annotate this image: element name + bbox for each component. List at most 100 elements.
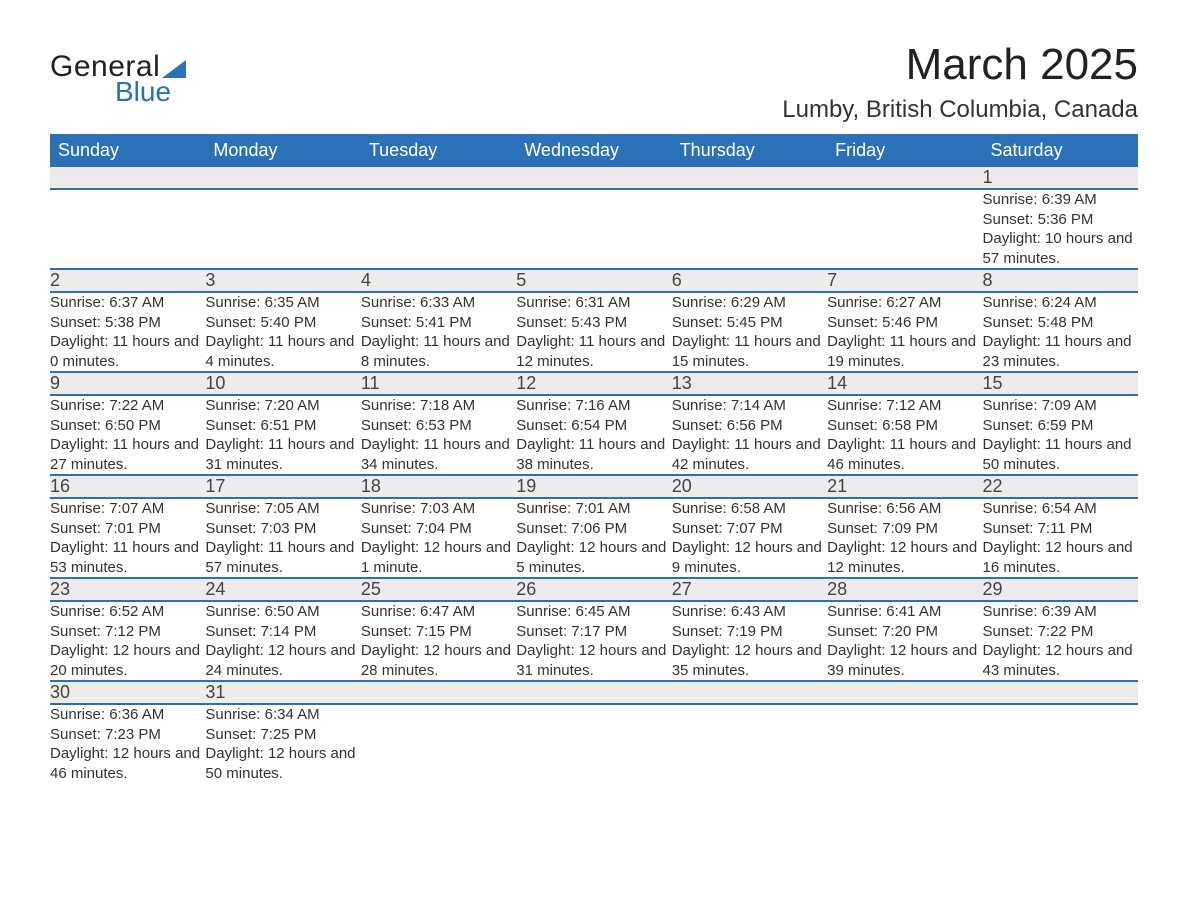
day-number-row: 16171819202122 bbox=[50, 475, 1138, 498]
day-number-cell: 1 bbox=[983, 167, 1138, 189]
day-number-cell bbox=[827, 167, 982, 189]
sunset-text: Sunset: 6:50 PM bbox=[50, 416, 205, 436]
day-data-cell: Sunrise: 6:56 AMSunset: 7:09 PMDaylight:… bbox=[827, 498, 982, 578]
sunrise-text: Sunrise: 7:20 AM bbox=[205, 396, 360, 416]
daylight-text: Daylight: 12 hours and 46 minutes. bbox=[50, 744, 205, 783]
sunrise-text: Sunrise: 6:31 AM bbox=[516, 293, 671, 313]
day-number-cell: 28 bbox=[827, 578, 982, 601]
day-number-cell: 13 bbox=[672, 372, 827, 395]
sunrise-text: Sunrise: 6:45 AM bbox=[516, 602, 671, 622]
day-number-cell: 14 bbox=[827, 372, 982, 395]
weekday-header: Tuesday bbox=[361, 134, 516, 167]
daylight-text: Daylight: 12 hours and 31 minutes. bbox=[516, 641, 671, 680]
daylight-text: Daylight: 11 hours and 12 minutes. bbox=[516, 332, 671, 371]
day-number-cell bbox=[672, 681, 827, 704]
day-number-cell: 20 bbox=[672, 475, 827, 498]
sunset-text: Sunset: 7:12 PM bbox=[50, 622, 205, 642]
sunrise-text: Sunrise: 6:50 AM bbox=[205, 602, 360, 622]
day-data-cell bbox=[516, 704, 671, 783]
daylight-text: Daylight: 11 hours and 31 minutes. bbox=[205, 435, 360, 474]
daylight-text: Daylight: 11 hours and 57 minutes. bbox=[205, 538, 360, 577]
day-data-cell: Sunrise: 6:43 AMSunset: 7:19 PMDaylight:… bbox=[672, 601, 827, 681]
daylight-text: Daylight: 12 hours and 1 minute. bbox=[361, 538, 516, 577]
day-data-cell: Sunrise: 7:20 AMSunset: 6:51 PMDaylight:… bbox=[205, 395, 360, 475]
sunset-text: Sunset: 7:11 PM bbox=[983, 519, 1138, 539]
day-number-row: 1 bbox=[50, 167, 1138, 189]
day-data-cell bbox=[983, 704, 1138, 783]
sunrise-text: Sunrise: 6:35 AM bbox=[205, 293, 360, 313]
sunset-text: Sunset: 7:14 PM bbox=[205, 622, 360, 642]
daylight-text: Daylight: 11 hours and 23 minutes. bbox=[983, 332, 1138, 371]
sunrise-text: Sunrise: 6:56 AM bbox=[827, 499, 982, 519]
day-data-cell bbox=[516, 189, 671, 269]
sunset-text: Sunset: 7:23 PM bbox=[50, 725, 205, 745]
brand-logo: General Blue bbox=[50, 50, 186, 108]
day-number-cell bbox=[361, 167, 516, 189]
day-number-cell: 11 bbox=[361, 372, 516, 395]
sunrise-text: Sunrise: 7:05 AM bbox=[205, 499, 360, 519]
day-data-cell bbox=[672, 704, 827, 783]
day-number-row: 2345678 bbox=[50, 269, 1138, 292]
day-number-cell bbox=[361, 681, 516, 704]
day-number-cell: 9 bbox=[50, 372, 205, 395]
sunset-text: Sunset: 7:09 PM bbox=[827, 519, 982, 539]
day-data-cell: Sunrise: 6:29 AMSunset: 5:45 PMDaylight:… bbox=[672, 292, 827, 372]
sunset-text: Sunset: 5:36 PM bbox=[983, 210, 1138, 230]
day-data-cell bbox=[672, 189, 827, 269]
day-number-cell bbox=[50, 167, 205, 189]
day-number-cell: 21 bbox=[827, 475, 982, 498]
weekday-header: Thursday bbox=[672, 134, 827, 167]
day-data-cell: Sunrise: 6:52 AMSunset: 7:12 PMDaylight:… bbox=[50, 601, 205, 681]
header: General Blue March 2025 Lumby, British C… bbox=[50, 40, 1138, 124]
day-number-cell: 29 bbox=[983, 578, 1138, 601]
daylight-text: Daylight: 12 hours and 50 minutes. bbox=[205, 744, 360, 783]
day-data-cell: Sunrise: 6:36 AMSunset: 7:23 PMDaylight:… bbox=[50, 704, 205, 783]
sunrise-text: Sunrise: 7:18 AM bbox=[361, 396, 516, 416]
weekday-header: Saturday bbox=[983, 134, 1138, 167]
sunrise-text: Sunrise: 7:01 AM bbox=[516, 499, 671, 519]
daylight-text: Daylight: 12 hours and 12 minutes. bbox=[827, 538, 982, 577]
sunrise-text: Sunrise: 6:24 AM bbox=[983, 293, 1138, 313]
day-number-cell bbox=[516, 167, 671, 189]
day-number-cell: 24 bbox=[205, 578, 360, 601]
day-number-cell: 8 bbox=[983, 269, 1138, 292]
daylight-text: Daylight: 11 hours and 15 minutes. bbox=[672, 332, 827, 371]
sunset-text: Sunset: 5:43 PM bbox=[516, 313, 671, 333]
sunrise-text: Sunrise: 7:07 AM bbox=[50, 499, 205, 519]
weekday-header: Friday bbox=[827, 134, 982, 167]
daylight-text: Daylight: 12 hours and 39 minutes. bbox=[827, 641, 982, 680]
day-data-cell: Sunrise: 6:33 AMSunset: 5:41 PMDaylight:… bbox=[361, 292, 516, 372]
day-data-cell: Sunrise: 6:31 AMSunset: 5:43 PMDaylight:… bbox=[516, 292, 671, 372]
sunset-text: Sunset: 6:59 PM bbox=[983, 416, 1138, 436]
day-number-row: 9101112131415 bbox=[50, 372, 1138, 395]
sunset-text: Sunset: 6:54 PM bbox=[516, 416, 671, 436]
sunset-text: Sunset: 7:17 PM bbox=[516, 622, 671, 642]
day-data-cell: Sunrise: 6:39 AMSunset: 7:22 PMDaylight:… bbox=[983, 601, 1138, 681]
brand-text-blue: Blue bbox=[115, 76, 186, 108]
daylight-text: Daylight: 12 hours and 9 minutes. bbox=[672, 538, 827, 577]
daylight-text: Daylight: 11 hours and 0 minutes. bbox=[50, 332, 205, 371]
day-data-cell: Sunrise: 6:58 AMSunset: 7:07 PMDaylight:… bbox=[672, 498, 827, 578]
day-number-cell: 18 bbox=[361, 475, 516, 498]
day-number-cell: 17 bbox=[205, 475, 360, 498]
day-number-cell: 15 bbox=[983, 372, 1138, 395]
day-number-cell bbox=[516, 681, 671, 704]
sunset-text: Sunset: 5:46 PM bbox=[827, 313, 982, 333]
day-number-cell bbox=[827, 681, 982, 704]
sunrise-text: Sunrise: 6:33 AM bbox=[361, 293, 516, 313]
calendar-body: 1 Sunrise: 6:39 AMSunset: 5:36 PMDayligh… bbox=[50, 167, 1138, 783]
day-number-cell: 5 bbox=[516, 269, 671, 292]
daylight-text: Daylight: 11 hours and 46 minutes. bbox=[827, 435, 982, 474]
sunset-text: Sunset: 7:01 PM bbox=[50, 519, 205, 539]
sunset-text: Sunset: 7:15 PM bbox=[361, 622, 516, 642]
day-number-cell: 19 bbox=[516, 475, 671, 498]
day-data-row: Sunrise: 6:37 AMSunset: 5:38 PMDaylight:… bbox=[50, 292, 1138, 372]
location-text: Lumby, British Columbia, Canada bbox=[782, 96, 1138, 124]
daylight-text: Daylight: 11 hours and 38 minutes. bbox=[516, 435, 671, 474]
sunset-text: Sunset: 7:22 PM bbox=[983, 622, 1138, 642]
sunset-text: Sunset: 6:53 PM bbox=[361, 416, 516, 436]
day-data-cell bbox=[827, 189, 982, 269]
day-data-cell: Sunrise: 6:27 AMSunset: 5:46 PMDaylight:… bbox=[827, 292, 982, 372]
sunrise-text: Sunrise: 6:41 AM bbox=[827, 602, 982, 622]
sunrise-text: Sunrise: 6:27 AM bbox=[827, 293, 982, 313]
